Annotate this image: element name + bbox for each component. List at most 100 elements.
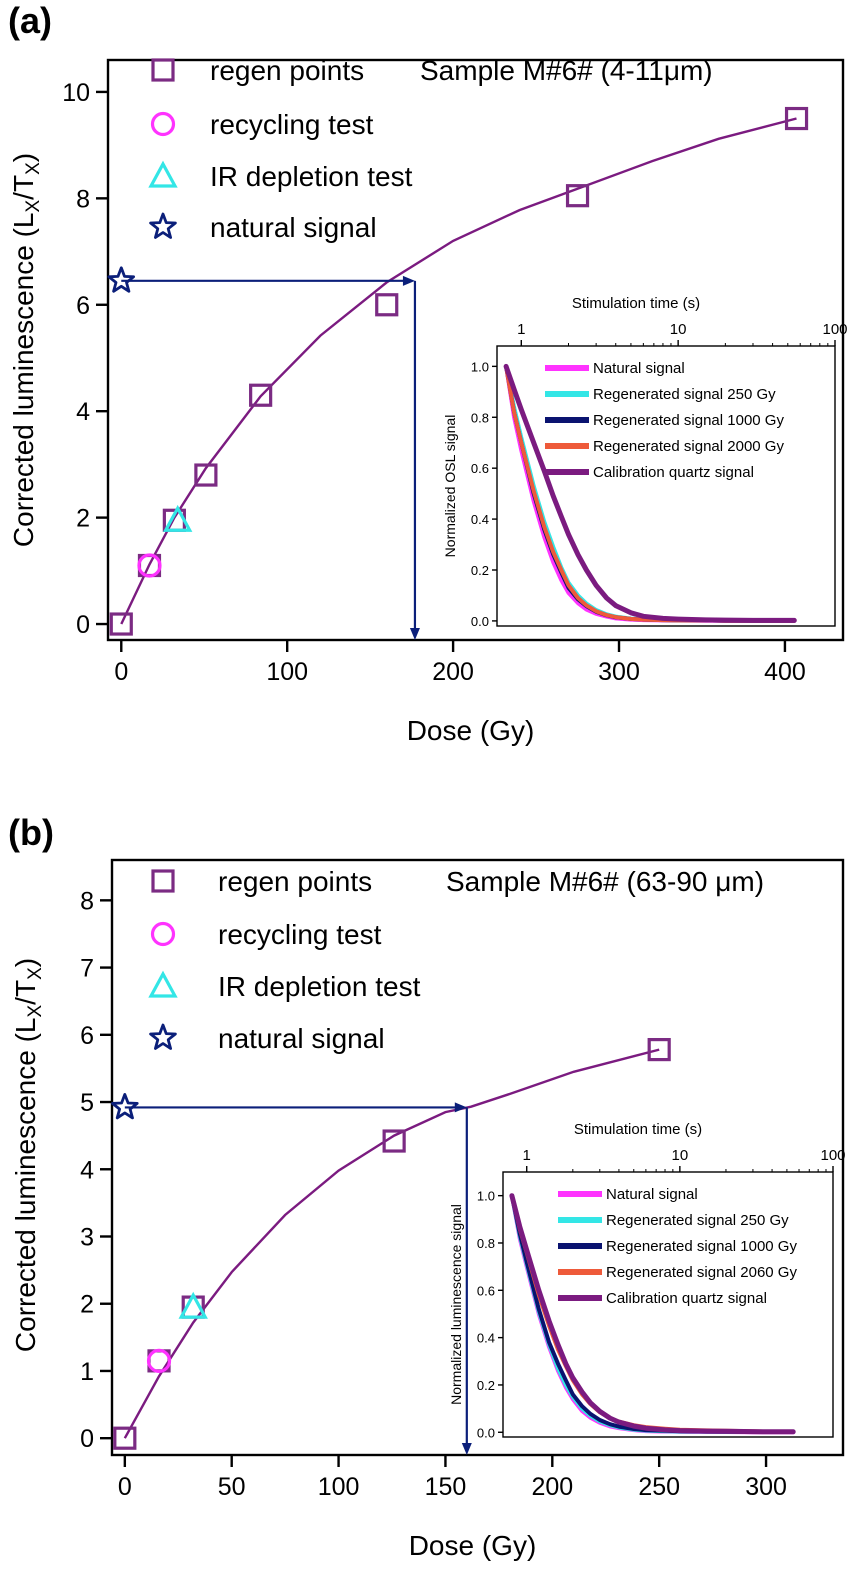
de-vertical-arrowhead	[461, 1443, 472, 1455]
legend-label: regen points	[210, 55, 364, 86]
x-tick-label: 150	[425, 1473, 467, 1501]
y-axis-label-part: X	[25, 967, 46, 980]
y-tick-label: 0	[80, 1425, 94, 1453]
square-point	[382, 1129, 406, 1153]
inset-legend-label: Natural signal	[606, 1186, 698, 1203]
y-axis-label-part: /T	[10, 980, 41, 1005]
square-point	[375, 293, 399, 317]
inset-frame	[502, 1171, 834, 1438]
legend-circle-icon	[150, 111, 176, 137]
inset-chart: 1 10 100 Stimulation time (s) 0.0 0.2 0.4 0.6 0.…	[442, 295, 848, 629]
y-tick-label: 4	[80, 1156, 94, 1184]
y-axis-label-part: Corrected luminescence (L	[8, 213, 39, 548]
inset-y-tick-label: 0.8	[477, 1236, 495, 1251]
y-tick-label: 1	[80, 1358, 94, 1386]
star-point	[107, 266, 135, 293]
inset-y-tick-label: 0.8	[471, 410, 489, 425]
y-axis-label-part: X	[23, 200, 44, 213]
y-axis-label-part: )	[10, 958, 41, 967]
inset-legend-label: Calibration quartz signal	[593, 464, 754, 481]
inset-y-axis-label: Normalized luminescence signal	[448, 1204, 464, 1405]
x-tick-label: 400	[764, 658, 806, 686]
x-tick-label: 0	[114, 658, 128, 686]
circle-point	[137, 553, 162, 578]
inset-y-tick-label: 0.6	[471, 461, 489, 476]
inset-legend-label: Regenerated signal 1000 Gy	[593, 412, 784, 429]
y-tick-label: 5	[80, 1089, 94, 1117]
inset-legend-label: Regenerated signal 2000 Gy	[593, 438, 784, 455]
x-tick-label: 300	[745, 1473, 787, 1501]
inset-x-axis-label: Stimulation time (s)	[574, 1121, 702, 1138]
inset-legend-label: Calibration quartz signal	[606, 1290, 767, 1307]
legend-label: recycling test	[210, 109, 374, 140]
y-tick-label: 6	[76, 292, 90, 320]
square-point	[109, 612, 133, 636]
panel-label: (a)	[8, 0, 52, 41]
inset-y-axis-label: Normalized OSL signal	[442, 415, 458, 558]
y-tick-label: 8	[80, 887, 94, 915]
square-point	[647, 1037, 671, 1062]
x-tick-label: 100	[266, 658, 308, 686]
inset-y-tick-label: 1.0	[477, 1189, 495, 1204]
plot-frame	[110, 858, 845, 1457]
y-tick-label: 0	[76, 611, 90, 639]
y-axis-label-part: X	[23, 162, 44, 175]
inset-x-tick-label: 1	[523, 1147, 531, 1164]
y-tick-label: 6	[80, 1022, 94, 1050]
legend-label: recycling test	[218, 919, 382, 950]
inset-x-tick-label: 10	[670, 321, 687, 338]
y-axis-label-part: Corrected luminescence (L	[10, 1018, 41, 1353]
legend-star-icon	[149, 1023, 177, 1050]
legend-triangle-icon	[148, 160, 178, 188]
inset-chart: 1 10 100 Stimulation time (s) 0.0 0.2 0.4 0.6 0.…	[448, 1121, 846, 1440]
x-tick-label: 200	[432, 658, 474, 686]
square-point	[113, 1426, 137, 1450]
sample-label: Sample M#6# (4-11μm)	[420, 55, 713, 86]
star-point	[111, 1093, 139, 1120]
y-axis-label-part: /T	[8, 175, 39, 200]
x-tick-label: 200	[531, 1473, 573, 1501]
y-tick-label: 2	[80, 1291, 94, 1319]
inset-legend-label: Regenerated signal 250 Gy	[606, 1212, 789, 1229]
inset-x-tick-label: 1	[517, 321, 525, 338]
panel-b: (b) 0 50 100 150 200 250 300 0 1 2 3 4 5 6 7 8 Dose (Gy) C…	[8, 812, 846, 1561]
inset-legend-label: Regenerated signal 2060 Gy	[606, 1264, 797, 1281]
y-tick-label: 7	[80, 955, 94, 983]
inset-y-tick-label: 0.2	[471, 563, 489, 578]
legend-label: IR depletion test	[210, 161, 413, 192]
legend-label: natural signal	[218, 1023, 385, 1054]
y-tick-label: 10	[62, 79, 90, 107]
inset-x-tick-label: 10	[672, 1147, 689, 1164]
square-point	[565, 184, 590, 208]
inset-y-tick-label: 1.0	[471, 359, 489, 374]
circle-point	[146, 1348, 172, 1373]
inset-y-tick-label: 0.6	[477, 1283, 495, 1298]
triangle-point	[178, 1291, 208, 1319]
y-tick-label: 8	[76, 185, 90, 213]
panel-a: (a) 0 100 200 300 400 0 2 4 6 8 10 Dose (Gy) Correcte…	[8, 0, 848, 746]
de-horizontal-arrowhead	[454, 1102, 467, 1113]
y-tick-label: 2	[76, 505, 90, 533]
inset-y-tick-label: 0.0	[471, 614, 489, 629]
x-tick-label: 100	[318, 1473, 360, 1501]
inset-legend-label: Regenerated signal 1000 Gy	[606, 1238, 797, 1255]
plot-frame	[106, 58, 845, 642]
legend-label: regen points	[218, 866, 372, 897]
x-tick-label: 300	[598, 658, 640, 686]
x-tick-label: 250	[638, 1473, 680, 1501]
inset-y-tick-label: 0.2	[477, 1378, 495, 1393]
x-axis-label: Dose (Gy)	[409, 1530, 537, 1561]
inset-series-line	[509, 1193, 796, 1435]
square-point	[194, 463, 218, 487]
square-point	[249, 383, 273, 407]
de-horizontal-arrowhead	[402, 275, 415, 286]
sample-label: Sample M#6# (63-90 μm)	[446, 866, 764, 897]
x-tick-label: 50	[218, 1473, 246, 1501]
inset-legend-label: Regenerated signal 250 Gy	[593, 386, 776, 403]
legend-circle-icon	[150, 921, 176, 947]
inset-x-tick-label: 100	[820, 1147, 845, 1164]
inset-y-tick-label: 0.4	[477, 1331, 495, 1346]
x-axis-label: Dose (Gy)	[407, 715, 535, 746]
de-vertical-arrowhead	[409, 628, 420, 640]
